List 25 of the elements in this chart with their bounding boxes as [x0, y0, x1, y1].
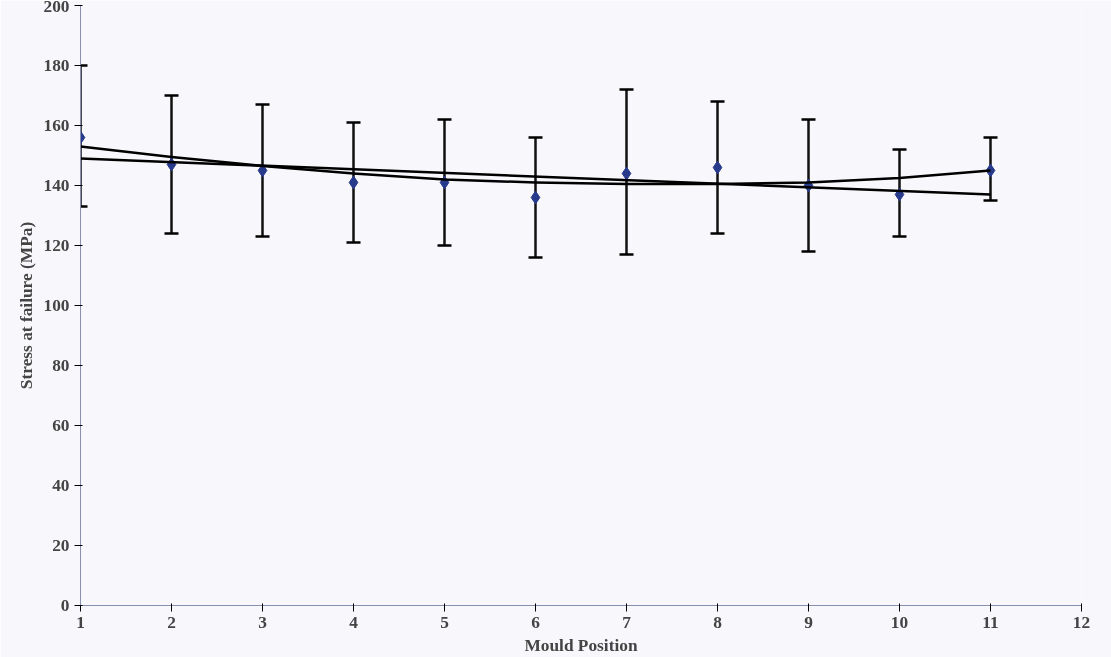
- y-tick-label: 40: [52, 476, 70, 495]
- y-tick-label: 180: [43, 56, 70, 75]
- x-tick-label: 4: [349, 612, 359, 632]
- y-tick-label: 140: [43, 176, 70, 195]
- y-axis-title: Stress at failure (MPa): [16, 221, 36, 390]
- x-tick-label: 5: [440, 612, 450, 632]
- y-tick-label: 60: [52, 416, 70, 435]
- x-tick-label: 11: [982, 612, 999, 632]
- y-tick-label: 200: [43, 0, 70, 16]
- x-axis-title: Mould Position: [524, 635, 638, 655]
- y-tick-label: 100: [43, 296, 70, 315]
- x-tick-label: 12: [1072, 612, 1091, 632]
- x-tick-label: 3: [258, 612, 268, 632]
- x-tick-label: 6: [531, 612, 541, 632]
- x-tick-label: 8: [713, 612, 723, 632]
- x-tick-label: 7: [622, 612, 632, 632]
- y-tick-label: 80: [52, 356, 70, 375]
- y-tick-label: 160: [43, 116, 70, 135]
- x-tick-label: 2: [167, 612, 176, 632]
- y-tick-label: 0: [60, 596, 70, 615]
- x-tick-label: 1: [76, 612, 85, 632]
- x-tick-label: 9: [804, 612, 814, 632]
- y-tick-label: 20: [52, 536, 70, 555]
- x-tick-label: 10: [890, 612, 909, 632]
- y-tick-label: 120: [43, 236, 70, 255]
